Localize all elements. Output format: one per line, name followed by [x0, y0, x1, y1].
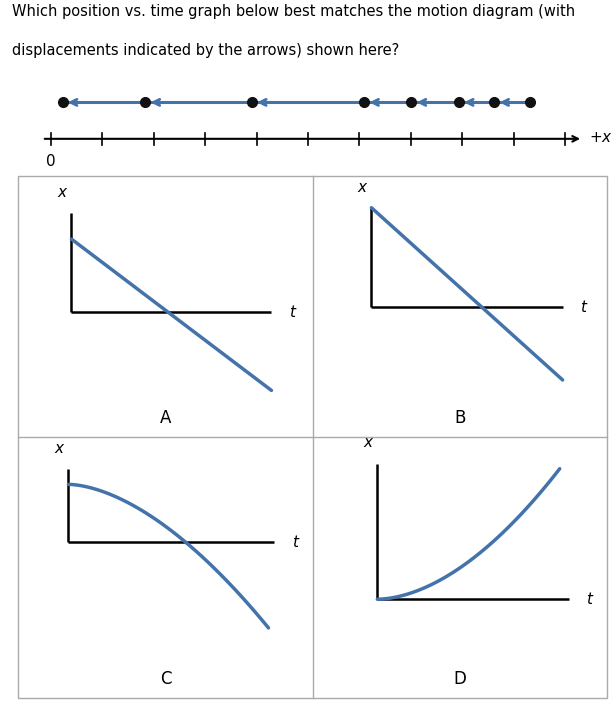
Text: $t$: $t$	[586, 591, 594, 607]
Text: D: D	[453, 670, 466, 688]
Text: $x$: $x$	[363, 436, 375, 451]
Text: $t$: $t$	[292, 534, 301, 550]
Text: $x$: $x$	[54, 441, 65, 456]
Text: C: C	[160, 670, 171, 688]
Text: $t$: $t$	[580, 299, 589, 315]
Text: 0: 0	[46, 154, 55, 168]
Text: A: A	[160, 409, 171, 427]
Text: B: B	[454, 409, 465, 427]
Text: $+x$: $+x$	[589, 130, 613, 145]
Text: Which position vs. time graph below best matches the motion diagram (with: Which position vs. time graph below best…	[12, 4, 575, 19]
Text: $t$: $t$	[289, 304, 298, 320]
Text: $x$: $x$	[357, 180, 368, 194]
Text: $x$: $x$	[57, 185, 68, 200]
Text: displacements indicated by the arrows) shown here?: displacements indicated by the arrows) s…	[12, 43, 400, 58]
